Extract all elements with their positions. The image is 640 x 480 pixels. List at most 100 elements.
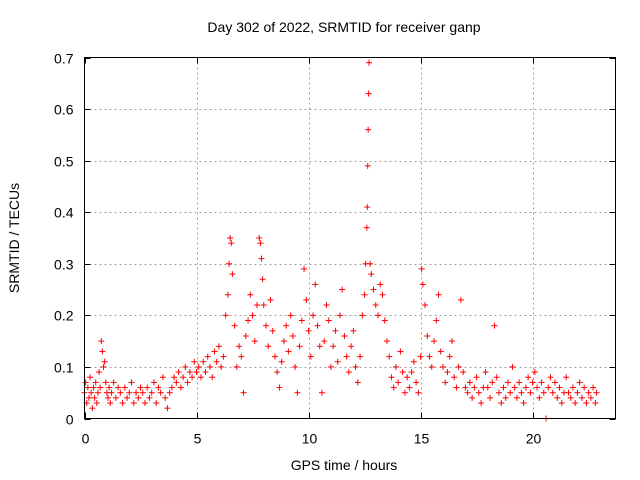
data-point [258, 255, 265, 262]
data-point [419, 281, 426, 288]
data-point [195, 363, 202, 370]
data-point [332, 327, 339, 334]
data-point [112, 394, 119, 401]
x-tick-label: 15 [414, 431, 430, 447]
data-point [245, 317, 252, 324]
data-point [148, 389, 155, 396]
data-point [439, 363, 446, 370]
data-point [298, 317, 305, 324]
data-point [222, 312, 229, 319]
data-point [177, 384, 184, 391]
data-point [366, 59, 373, 66]
data-point [137, 384, 144, 391]
data-point [107, 400, 114, 407]
data-point [507, 389, 514, 396]
data-point [578, 394, 585, 401]
data-point [364, 204, 371, 211]
data-point [464, 389, 471, 396]
x-tick-label: 10 [302, 431, 318, 447]
data-point [547, 374, 554, 381]
data-point [126, 389, 133, 396]
data-point [511, 384, 518, 391]
data-point [527, 389, 534, 396]
data-point [509, 363, 516, 370]
data-point [352, 363, 359, 370]
data-point [406, 384, 413, 391]
data-point [269, 327, 276, 334]
data-point [475, 389, 482, 396]
data-point [444, 369, 451, 376]
data-point [202, 369, 209, 376]
data-point [473, 374, 480, 381]
data-point [417, 353, 424, 360]
data-point [274, 369, 281, 376]
data-point [323, 302, 330, 309]
data-point [294, 389, 301, 396]
data-point [220, 353, 227, 360]
data-point [119, 400, 126, 407]
data-point [554, 394, 561, 401]
data-point [462, 384, 469, 391]
data-point [316, 343, 323, 350]
data-point [339, 286, 346, 293]
data-point [135, 394, 142, 401]
data-point [88, 389, 95, 396]
data-point [540, 389, 547, 396]
data-point [249, 312, 256, 319]
grid-lines [84, 57, 616, 419]
data-point [287, 312, 294, 319]
data-point [115, 384, 122, 391]
y-axis-ticks: 0 0.1 0.2 0.3 0.4 0.5 0.6 0.7 [54, 51, 616, 428]
data-point [200, 358, 207, 365]
data-point [395, 379, 402, 386]
data-point [581, 384, 588, 391]
plot-frame [84, 57, 616, 419]
data-point [368, 271, 375, 278]
data-point [388, 374, 395, 381]
data-point [576, 379, 583, 386]
data-point [336, 312, 343, 319]
data-point [498, 400, 505, 407]
data-point [211, 348, 218, 355]
data-point [130, 400, 137, 407]
data-point [592, 400, 599, 407]
data-point [552, 379, 559, 386]
data-point [85, 394, 92, 401]
data-point [386, 353, 393, 360]
data-point [334, 358, 341, 365]
data-point [166, 389, 173, 396]
data-point [292, 363, 299, 370]
data-point [82, 379, 89, 386]
data-point [238, 353, 245, 360]
data-point [330, 343, 337, 350]
data-point [433, 317, 440, 324]
x-tick-label: 20 [526, 431, 542, 447]
data-point [516, 379, 523, 386]
data-point [146, 394, 153, 401]
data-point [399, 369, 406, 376]
data-point [426, 353, 433, 360]
data-point [89, 405, 96, 412]
data-point [307, 353, 314, 360]
data-point [318, 389, 325, 396]
data-point [240, 389, 247, 396]
chart-title: Day 302 of 2022, SRMTID for receiver gan… [207, 19, 480, 35]
data-point [453, 384, 460, 391]
data-point [428, 363, 435, 370]
data-point [437, 348, 444, 355]
data-point [254, 302, 261, 309]
data-point [124, 394, 131, 401]
data-point [442, 379, 449, 386]
data-point [536, 394, 543, 401]
data-point [363, 224, 370, 231]
data-point [383, 338, 390, 345]
data-point [87, 374, 94, 381]
data-point [392, 363, 399, 370]
data-point [397, 348, 404, 355]
data-point [413, 379, 420, 386]
data-point [84, 384, 91, 391]
data-point [155, 384, 162, 391]
data-point [257, 240, 264, 247]
y-tick-label: 0.7 [54, 51, 74, 67]
data-point [94, 389, 101, 396]
